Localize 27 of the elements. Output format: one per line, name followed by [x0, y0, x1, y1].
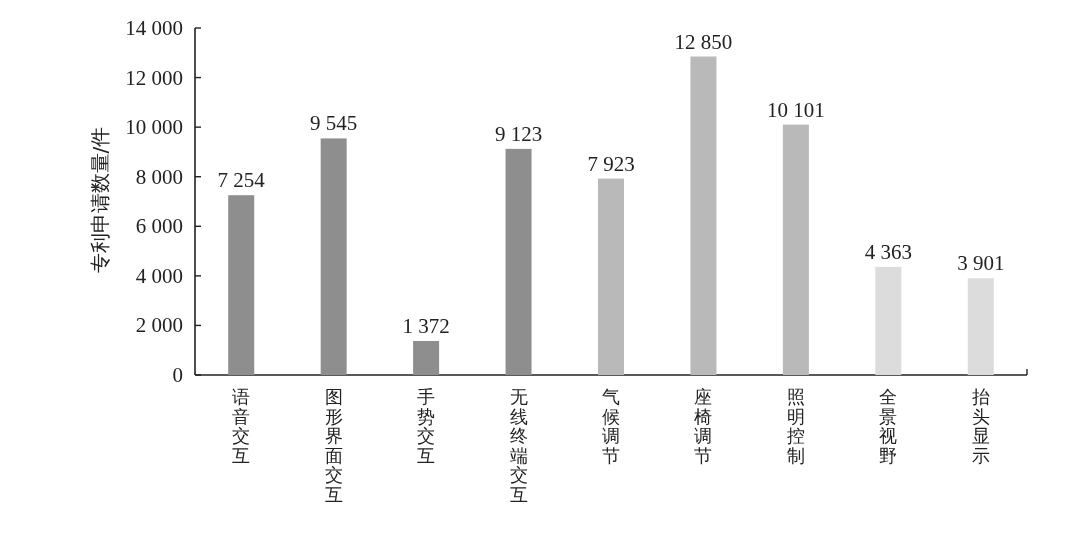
y-tick-label: 8 000 [135, 164, 183, 189]
data-label: 12 850 [674, 29, 733, 54]
x-tick-label: 全景视野 [879, 386, 898, 466]
x-tick-label: 抬头显示 [971, 386, 990, 466]
x-tick-label: 座椅调节 [694, 386, 713, 466]
x-tick-label: 无线终端交互 [509, 386, 528, 505]
y-tick-label: 12 000 [125, 65, 183, 90]
y-axis-title: 专利申请数量/件 [88, 126, 112, 274]
data-label: 3 901 [957, 251, 1005, 276]
y-tick-label: 4 000 [135, 263, 183, 288]
y-tick-label: 2 000 [135, 313, 183, 338]
x-tick-label: 照明控制 [786, 386, 805, 466]
x-tick-label: 语音交互 [232, 386, 251, 466]
data-label: 7 923 [587, 151, 635, 176]
y-tick-label: 6 000 [135, 214, 183, 239]
data-label: 7 254 [217, 168, 266, 193]
y-tick-label: 0 [172, 363, 183, 387]
data-label: 9 545 [310, 111, 358, 136]
x-tick-label: 气候调节 [602, 386, 620, 466]
y-tick-label: 10 000 [125, 115, 183, 140]
data-label: 10 101 [767, 97, 825, 122]
x-tick-label: 图形界面交互 [324, 386, 343, 505]
data-label: 9 123 [494, 121, 543, 146]
data-label: 4 363 [864, 239, 912, 264]
x-tick-label: 手势交互 [417, 386, 436, 466]
y-tick-label: 14 000 [125, 16, 183, 40]
data-label: 1 372 [402, 313, 450, 338]
